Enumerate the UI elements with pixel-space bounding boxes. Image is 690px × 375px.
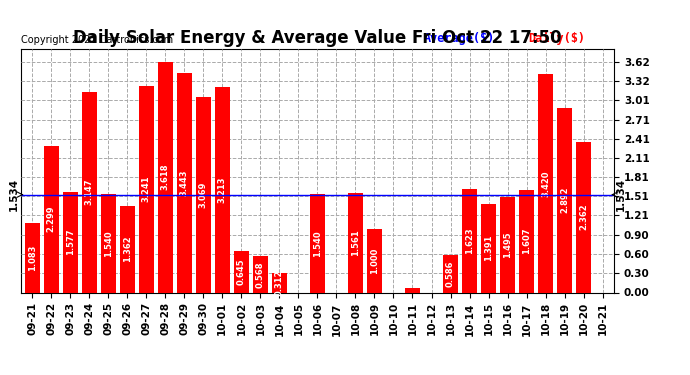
Text: 1.534: 1.534 [616,178,626,211]
Bar [234,251,249,292]
Text: Copyright 2021 Cartronics.com: Copyright 2021 Cartronics.com [21,35,172,45]
Text: 2.299: 2.299 [47,206,56,232]
Bar [557,108,572,292]
Text: 0.568: 0.568 [256,261,265,288]
Text: 3.443: 3.443 [180,170,189,196]
Text: 3.241: 3.241 [141,176,150,203]
Text: 1.000: 1.000 [370,248,379,274]
Text: 1.540: 1.540 [313,230,322,256]
Text: 3.069: 3.069 [199,182,208,208]
Text: 3.618: 3.618 [161,164,170,190]
Bar [310,194,325,292]
Text: 1.623: 1.623 [465,227,474,254]
Bar [272,273,287,292]
Bar [348,193,363,292]
Text: 1.561: 1.561 [351,230,360,256]
Text: Average($): Average($) [424,32,495,45]
Text: 1.540: 1.540 [104,230,112,256]
Bar [576,142,591,292]
Text: 2.362: 2.362 [579,204,588,231]
Bar [43,146,59,292]
Text: 1.083: 1.083 [28,245,37,271]
Bar [462,189,477,292]
Bar [538,74,553,292]
Bar [519,190,534,292]
Bar [119,206,135,292]
Text: 1.391: 1.391 [484,235,493,261]
Text: 1.362: 1.362 [123,236,132,262]
Bar [157,62,173,292]
Bar [196,97,211,292]
Text: 3.147: 3.147 [85,179,94,206]
Bar [63,192,78,292]
Text: 1.495: 1.495 [503,231,512,258]
Text: 3.420: 3.420 [541,170,550,196]
Bar [177,73,192,292]
Bar [253,256,268,292]
Bar [101,194,116,292]
Text: 3.213: 3.213 [218,177,227,203]
Bar [481,204,496,292]
Text: 1.607: 1.607 [522,228,531,255]
Bar [25,224,40,292]
Bar [443,255,458,292]
Title: Daily Solar Energy & Average Value Fri Oct 22 17:50: Daily Solar Energy & Average Value Fri O… [73,29,562,47]
Bar [500,197,515,292]
Bar [139,86,154,292]
Bar [367,229,382,292]
Text: 2.892: 2.892 [560,187,569,213]
Text: 0.645: 0.645 [237,259,246,285]
Text: 1.577: 1.577 [66,229,75,255]
Text: 0.312: 0.312 [275,269,284,296]
Text: 1.534: 1.534 [9,178,19,211]
Bar [215,87,230,292]
Text: 0.586: 0.586 [446,261,455,287]
Bar [405,288,420,292]
Bar [81,92,97,292]
Text: Daily($): Daily($) [528,32,585,45]
